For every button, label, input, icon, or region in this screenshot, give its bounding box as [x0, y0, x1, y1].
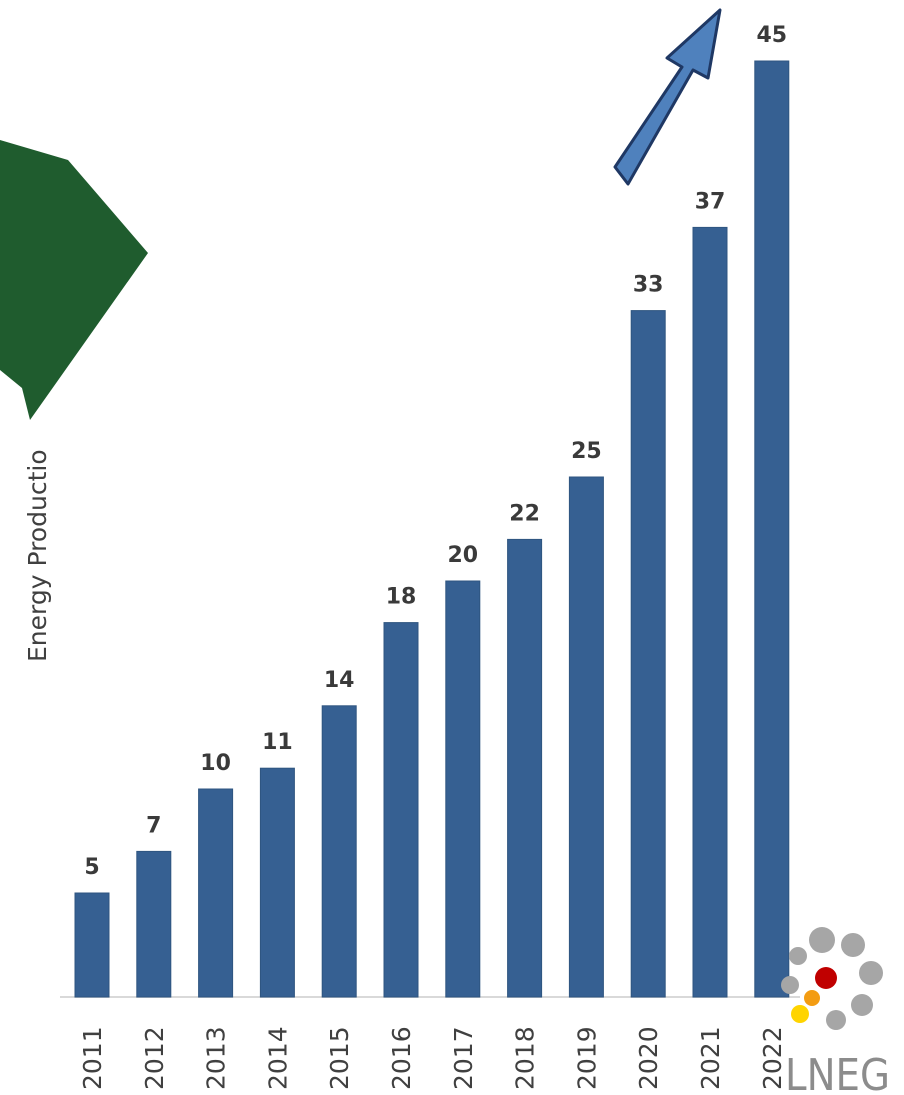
logo-dot: [789, 947, 807, 965]
x-tick-2014: 2014: [263, 1026, 292, 1090]
data-label-2011: 5: [84, 855, 99, 880]
x-tick-2021: 2021: [696, 1026, 725, 1090]
bar-2015: [321, 705, 357, 998]
logo-dot: [851, 994, 873, 1016]
logo-dot-red: [815, 967, 837, 989]
y-axis-label: Energy Productio: [23, 449, 52, 662]
logo-dot: [809, 927, 835, 953]
bar-2011: [74, 892, 110, 998]
bar-2021: [692, 226, 728, 998]
x-tick-2017: 2017: [449, 1026, 478, 1090]
bar-2013: [198, 788, 234, 998]
logo-dot-yellow: [791, 1005, 809, 1023]
bar-2012: [136, 850, 172, 998]
data-label-2019: 25: [571, 439, 602, 464]
data-label-2018: 22: [509, 501, 540, 526]
data-label-2017: 20: [447, 543, 478, 568]
data-label-2022: 45: [756, 23, 787, 48]
bar-2016: [383, 622, 419, 998]
bar-series: [74, 60, 790, 998]
data-label-2020: 33: [633, 273, 664, 298]
bar-2018: [507, 538, 543, 998]
x-tick-2022: 2022: [758, 1026, 787, 1090]
x-tick-2011: 2011: [78, 1026, 107, 1090]
data-label-2013: 10: [200, 751, 231, 776]
data-label-2014: 11: [262, 730, 293, 755]
logo-text: LNEG: [785, 1050, 890, 1095]
logo-dot: [841, 933, 865, 957]
growth-arrow-small-icon: [613, 8, 722, 186]
x-tick-2018: 2018: [511, 1026, 540, 1090]
bar-2019: [568, 476, 604, 998]
data-label-2015: 14: [324, 668, 355, 693]
x-tick-2015: 2015: [325, 1026, 354, 1090]
data-label-2012: 7: [146, 813, 161, 838]
x-tick-labels: 2011 2012 2013 2014 2015 2016 2017 2018 2019 2020…: [78, 1026, 787, 1090]
x-tick-2016: 2016: [387, 1026, 416, 1090]
bar-2014: [259, 767, 295, 998]
x-tick-2020: 2020: [634, 1026, 663, 1090]
data-label-2016: 18: [386, 585, 417, 610]
bar-2020: [630, 310, 666, 998]
bar-2017: [445, 580, 481, 998]
bar-2022: [754, 60, 790, 998]
logo-dot: [781, 976, 799, 994]
logo-dot: [826, 1010, 846, 1030]
data-labels: 5 7 10 11 14 18 20 22 25 33 37 45: [84, 23, 787, 880]
x-tick-2019: 2019: [572, 1026, 601, 1090]
growth-arrow-large-icon: [0, 140, 148, 420]
data-label-2021: 37: [695, 189, 726, 214]
logo-dot-orange: [804, 990, 820, 1006]
lneg-logo: LNEG: [781, 927, 890, 1095]
x-tick-2012: 2012: [140, 1026, 169, 1090]
logo-dot: [859, 961, 883, 985]
x-tick-2013: 2013: [202, 1026, 231, 1090]
